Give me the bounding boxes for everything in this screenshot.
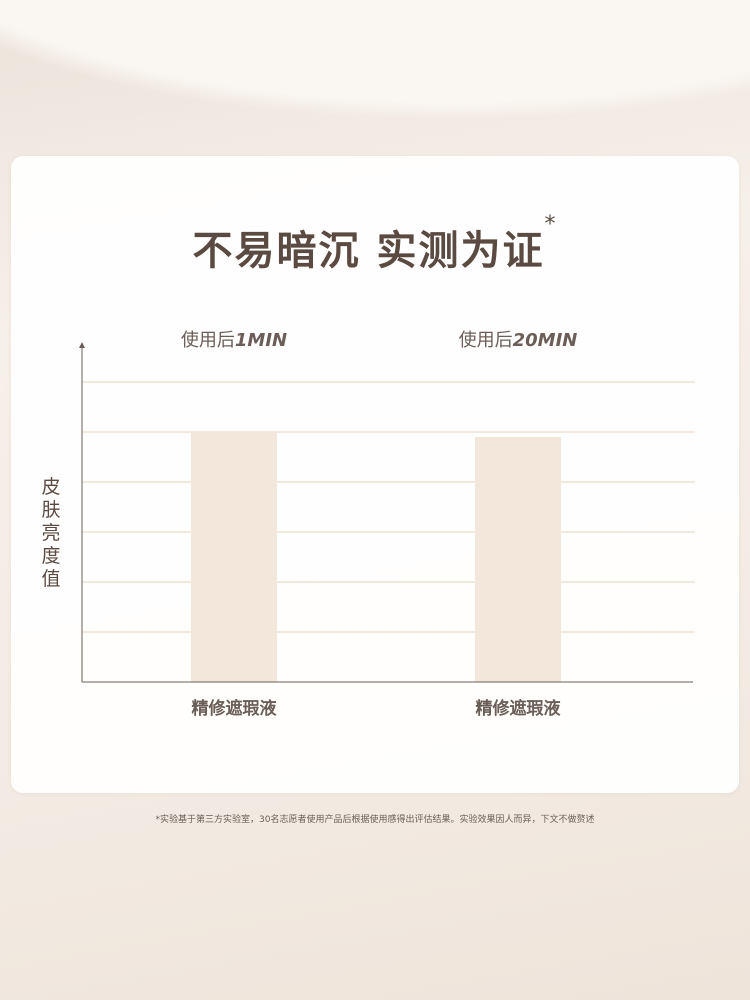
group-title: 使用后1MIN <box>181 330 287 351</box>
y-axis-label: 皮肤亮度值 <box>41 476 61 590</box>
group-title-prefix: 使用后 <box>181 330 235 351</box>
group-title: 使用后20MIN <box>459 330 578 351</box>
bar <box>475 437 561 682</box>
title-asterisk: * <box>544 212 558 237</box>
title-text: 不易暗沉 实测为证 <box>192 228 545 274</box>
group-title-prefix: 使用后 <box>459 330 513 351</box>
page-title: 不易暗沉 实测为证* <box>0 212 750 276</box>
x-tick-label: 精修遮瑕液 <box>476 698 561 719</box>
x-tick-label: 精修遮瑕液 <box>192 698 277 719</box>
chart-card <box>11 156 739 793</box>
group-title-time: 1MIN <box>235 330 287 351</box>
bar <box>191 432 277 682</box>
footnote: *实验基于第三方实验室，30名志愿者使用产品后根据使用感得出评估结果。实验效果因… <box>155 815 595 825</box>
group-title-time: 20MIN <box>513 330 578 351</box>
background-swoosh <box>0 0 750 120</box>
y-axis-arrow-icon <box>79 342 85 348</box>
